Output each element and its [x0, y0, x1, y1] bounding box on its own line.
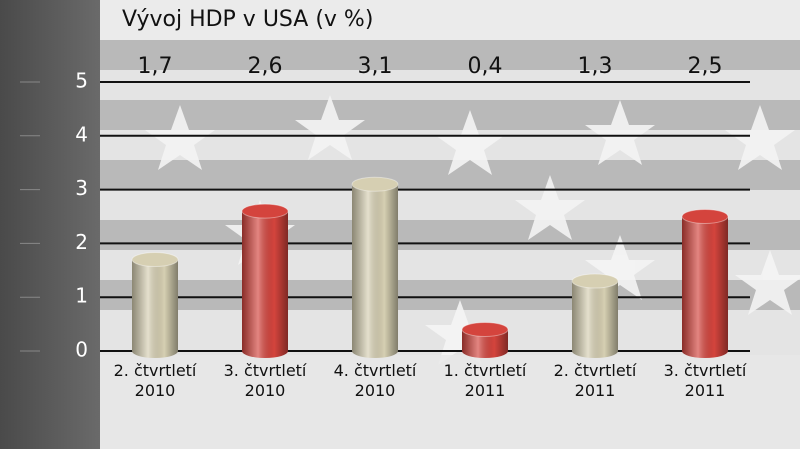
bar-shade: [132, 259, 178, 351]
x-tick-label: 3. čtvrtletí 2011: [663, 361, 747, 400]
chart-title: Vývoj HDP v USA (v %): [122, 7, 373, 32]
y-tick-label: 2: [75, 230, 88, 254]
value-label: 1,7: [138, 54, 173, 79]
x-tick-label: 2. čtvrtletí 2011: [553, 361, 637, 400]
bar-top: [571, 273, 619, 289]
bar-shade: [242, 211, 288, 351]
y-tick-label: 3: [75, 176, 88, 200]
left-strip: [0, 0, 100, 449]
value-label: 2,5: [688, 54, 723, 79]
x-tick-label: 1. čtvrtletí 2011: [443, 361, 527, 400]
value-label: 3,1: [358, 54, 393, 79]
bar-top: [241, 203, 289, 219]
x-tick-label: 4. čtvrtletí 2010: [333, 361, 417, 400]
value-label: 0,4: [468, 54, 503, 79]
bar-top: [131, 252, 179, 268]
y-tick-label: 0: [75, 338, 88, 362]
bar-shade: [352, 184, 398, 351]
y-tick-label: 1: [75, 284, 88, 308]
title-band: [100, 0, 800, 40]
bar-shade: [572, 281, 618, 351]
bar-top: [681, 209, 729, 224]
x-tick-label: 3. čtvrtletí 2010: [223, 361, 307, 400]
value-label: 1,3: [578, 54, 613, 79]
value-label: 2,6: [248, 54, 283, 79]
label-band: [100, 355, 800, 449]
y-tick-label: 5: [75, 69, 88, 93]
bar-top: [351, 176, 399, 192]
bar-top: [461, 321, 509, 337]
bar-shade: [682, 216, 728, 351]
y-tick-label: 4: [75, 122, 88, 146]
x-tick-label: 2. čtvrtletí 2010: [113, 361, 197, 400]
